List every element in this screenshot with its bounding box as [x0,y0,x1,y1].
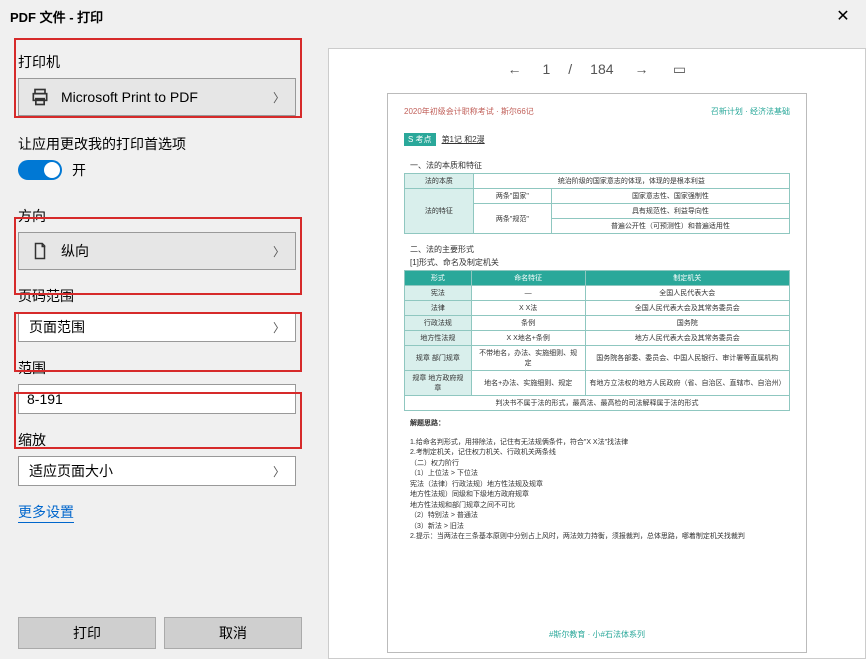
doc-tag: S 考点 [404,133,436,146]
doc-footer: #斯尔教育 · 小#石法体系列 [404,629,790,640]
chevron-down-icon: 〉 [273,319,285,336]
doc-heading: 第1记 和2漫 [442,134,485,145]
doc-sub2: 二、法的主要形式 [410,244,790,255]
page-range-mode-select[interactable]: 页面范围 〉 [18,312,296,342]
printer-icon [29,86,51,108]
scale-label: 缩放 [18,430,302,450]
preview-area: ← 1 / 184 → ▭ 2020年初级会计职称考试 · 斯尔66记 召新计划… [328,48,866,659]
portrait-icon [29,240,51,262]
page-total: 184 [590,61,613,77]
window-title: PDF 文件 - 打印 [10,7,103,26]
range-label: 范围 [18,358,302,378]
doc-notes-title: 解题思路： [410,419,784,430]
next-page-button[interactable]: → [632,61,652,77]
doc-table2: 形式命名特征制定机关宪法—全国人民代表大会法律X X法全国人民代表大会及其常务委… [404,270,790,411]
doc-header-right: 召新计划 · 经济法基础 [711,106,790,117]
doc-sub2a: [1]形式、命名及制定机关 [410,257,790,268]
page-sep: / [568,61,572,77]
prev-page-button[interactable]: ← [504,61,524,77]
more-settings-link[interactable]: 更多设置 [18,502,74,523]
scale-select[interactable]: 适应页面大小 〉 [18,456,296,486]
close-button[interactable]: ✕ [820,0,866,32]
page-preview: 2020年初级会计职称考试 · 斯尔66记 召新计划 · 经济法基础 S 考点 … [387,93,807,653]
orientation-label: 方向 [18,206,302,226]
orientation-value: 纵向 [61,241,273,261]
doc-notes: 1.给命名判形式，用排除法，记住有无法规俩条件，符合"X X法"找法律2.考制定… [410,438,784,543]
allow-changes-toggle[interactable] [18,160,62,180]
page-navigator: ← 1 / 184 → ▭ [329,49,865,89]
page-range-mode-value: 页面范围 [29,317,273,337]
printer-value: Microsoft Print to PDF [61,89,273,105]
chevron-down-icon: 〉 [273,89,285,106]
allow-changes-label: 让应用更改我的打印首选项 [18,134,302,154]
page-range-mode-label: 页码范围 [18,286,302,306]
print-button[interactable]: 打印 [18,617,156,649]
page-current: 1 [542,61,550,77]
printer-select[interactable]: Microsoft Print to PDF 〉 [18,78,296,116]
fit-page-button[interactable]: ▭ [670,61,690,78]
doc-table1: 法的本质统治阶级的国家意志的体现，体现的是根本利益 法的特征两条"国家"国家意志… [404,173,790,234]
chevron-down-icon: 〉 [273,463,285,480]
cancel-button[interactable]: 取消 [164,617,302,649]
chevron-down-icon: 〉 [273,243,285,260]
doc-header-left: 2020年初级会计职称考试 · 斯尔66记 [404,106,534,117]
scale-value: 适应页面大小 [29,461,273,481]
orientation-select[interactable]: 纵向 〉 [18,232,296,270]
printer-label: 打印机 [18,52,302,72]
doc-sub1: 一、法的本质和特征 [410,160,790,171]
print-settings-panel: 打印机 Microsoft Print to PDF 〉 让应用更改我的打印首选… [0,32,320,659]
allow-changes-state: 开 [72,160,86,180]
range-input[interactable] [18,384,296,414]
